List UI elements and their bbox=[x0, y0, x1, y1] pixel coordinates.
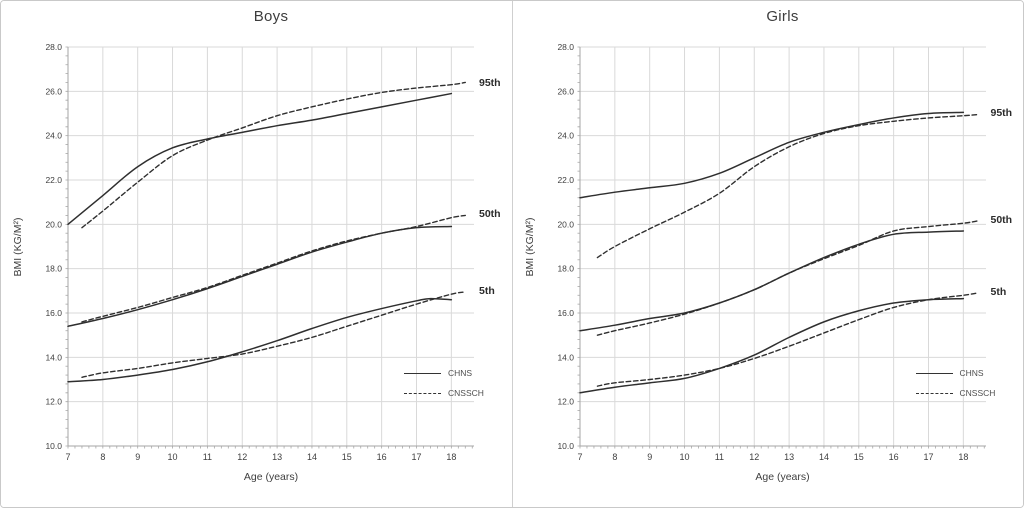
x-tick-label: 11 bbox=[714, 452, 723, 462]
y-tick-label: 12.0 bbox=[45, 397, 62, 407]
percentile-label-50th: 50th bbox=[479, 208, 501, 221]
boys-plot: 10.0 12.0 14.0 16.0 18.0 20.0 22.0 24.0 26.0 28.0… bbox=[45, 42, 474, 462]
girls-chart-title: Girls bbox=[766, 8, 799, 25]
solid-line-swatch bbox=[404, 372, 441, 374]
y-tick-label: 18.0 bbox=[45, 264, 62, 274]
x-tick-label: 7 bbox=[577, 452, 582, 462]
x-tick-label: 13 bbox=[784, 452, 794, 462]
legend-row-cnssch: CNSSCH bbox=[404, 383, 484, 403]
x-tick-label: 10 bbox=[168, 452, 178, 462]
x-tick-label: 11 bbox=[203, 452, 212, 462]
y-tick-label: 24.0 bbox=[557, 131, 574, 141]
legend-label-cnssch: CNSSCH bbox=[959, 388, 996, 398]
percentile-label-50th: 50th bbox=[990, 214, 1013, 226]
x-tick-label: 14 bbox=[307, 452, 317, 462]
y-tick-label: 26.0 bbox=[45, 86, 62, 96]
x-tick-label: 13 bbox=[272, 452, 282, 462]
series-cnssch-5th bbox=[81, 291, 466, 378]
boys-chart-panel: Boys 10.0 12.0 14.0 16.0 18.0 20.0 22.0 24.0 26.… bbox=[1, 1, 512, 507]
series-chns-5th bbox=[67, 297, 453, 383]
x-tick-label: 17 bbox=[411, 452, 421, 462]
series-cnssch-95th bbox=[596, 113, 978, 259]
y-tick-label: 16.0 bbox=[557, 308, 574, 318]
x-tick-label: 15 bbox=[853, 452, 863, 462]
series-cnssch-95th bbox=[81, 81, 466, 229]
y-tick-label: 14.0 bbox=[45, 352, 62, 362]
boys-chart-title: Boys bbox=[253, 8, 289, 25]
x-tick-label: 14 bbox=[818, 452, 828, 462]
y-tick-label: 18.0 bbox=[557, 264, 574, 274]
girls-chart-panel: Girls 10.0 12.0 14.0 16.0 18.0 20.0 22.0 24.0 26… bbox=[511, 1, 1023, 507]
y-tick-label: 10.0 bbox=[45, 441, 62, 451]
dashed-line-swatch bbox=[404, 392, 441, 394]
x-tick-label: 10 bbox=[679, 452, 689, 462]
legend-label-chns: CHNS bbox=[448, 368, 473, 378]
x-tick-label: 15 bbox=[342, 452, 352, 462]
x-tick-label: 7 bbox=[65, 452, 70, 462]
x-tick-label: 16 bbox=[888, 452, 898, 462]
y-tick-label: 26.0 bbox=[557, 86, 574, 96]
series-chns-95th bbox=[67, 92, 453, 226]
series-chns-5th bbox=[578, 297, 964, 394]
x-tick-label: 18 bbox=[958, 452, 968, 462]
y-axis-label: BMI (KG/M²) bbox=[12, 217, 24, 277]
x-tick-label: 9 bbox=[135, 452, 140, 462]
dashed-line-swatch bbox=[915, 392, 953, 394]
y-tick-label: 28.0 bbox=[557, 42, 574, 52]
y-tick-label: 20.0 bbox=[45, 219, 62, 229]
legend-row-cnssch: CNSSCH bbox=[915, 383, 996, 403]
percentile-label-95th: 95th bbox=[479, 76, 501, 89]
percentile-label-95th: 95th bbox=[990, 106, 1013, 119]
y-tick-label: 12.0 bbox=[557, 397, 574, 407]
y-tick-label: 22.0 bbox=[45, 175, 62, 185]
percentile-label-5th: 5th bbox=[990, 286, 1007, 299]
x-tick-label: 12 bbox=[237, 452, 247, 462]
legend-row-chns: CHNS bbox=[404, 363, 484, 383]
x-tick-label: 9 bbox=[647, 452, 652, 462]
girls-plot: 10.0 12.0 14.0 16.0 18.0 20.0 22.0 24.0 26.0 28.0… bbox=[557, 42, 986, 462]
legend-row-chns: CHNS bbox=[915, 363, 996, 383]
x-tick-label: 8 bbox=[612, 452, 617, 462]
x-tick-label: 18 bbox=[446, 452, 456, 462]
legend-label-chns: CHNS bbox=[959, 368, 984, 378]
y-tick-label: 16.0 bbox=[45, 308, 62, 318]
y-tick-label: 22.0 bbox=[557, 175, 574, 185]
y-tick-label: 24.0 bbox=[45, 131, 62, 141]
y-axis-label: BMI (KG/M²) bbox=[523, 217, 536, 277]
y-tick-label: 10.0 bbox=[557, 441, 574, 451]
percentile-label-5th: 5th bbox=[479, 284, 495, 297]
y-tick-label: 20.0 bbox=[557, 219, 574, 229]
legend: CHNS CNSSCH bbox=[404, 363, 484, 403]
series-cnssch-50th bbox=[596, 220, 978, 336]
x-tick-label: 8 bbox=[100, 452, 105, 462]
legend-label-cnssch: CNSSCH bbox=[448, 388, 484, 398]
x-axis-label: Age (years) bbox=[243, 471, 299, 483]
x-axis-label: Age (years) bbox=[755, 471, 810, 483]
x-tick-label: 12 bbox=[749, 452, 759, 462]
x-tick-label: 17 bbox=[923, 452, 933, 462]
x-tick-label: 16 bbox=[377, 452, 387, 462]
series-cnssch-5th bbox=[596, 292, 978, 387]
y-tick-label: 28.0 bbox=[45, 42, 62, 52]
series-cnssch-50th bbox=[81, 214, 466, 323]
solid-line-swatch bbox=[915, 372, 953, 374]
series-chns-95th bbox=[578, 111, 964, 199]
legend: CHNS CNSSCH bbox=[915, 363, 996, 403]
y-tick-label: 14.0 bbox=[557, 352, 574, 362]
